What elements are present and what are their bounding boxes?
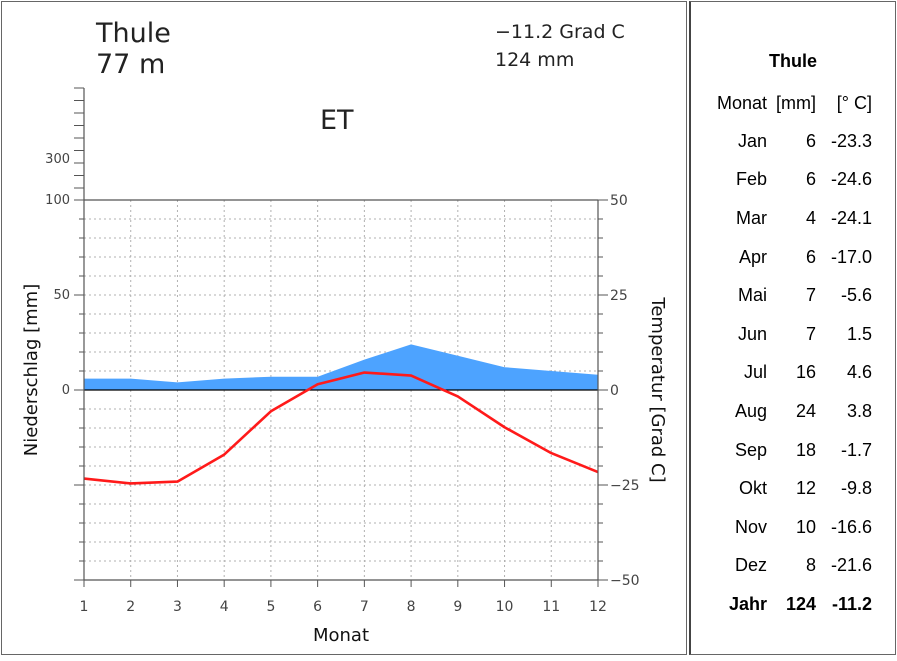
table-row: Jul 16 4.6 [705, 354, 872, 393]
cell-total-temp: -11.2 [831, 593, 872, 614]
table-row: Apr 6 -17.0 [705, 238, 872, 277]
header-month: Monat [716, 92, 767, 113]
x-tick-label: 7 [360, 599, 369, 615]
cell-temp: -24.6 [830, 169, 872, 190]
cell-month: Nov [734, 516, 767, 537]
cell-temp: -1.7 [840, 439, 872, 460]
cell-month: Okt [738, 478, 767, 499]
right-tick-label: −25 [610, 478, 640, 494]
cell-mm: 7 [805, 285, 816, 306]
cell-mm: 18 [795, 439, 816, 460]
cell-month: Aug [734, 400, 767, 421]
cell-temp: 3.8 [846, 400, 872, 421]
table-row: Mar 4 -24.1 [705, 199, 872, 238]
station-name: Thule [95, 18, 171, 49]
cell-mm: 24 [795, 400, 816, 421]
cell-month: Mar [736, 207, 767, 228]
left-tick-label: 100 [45, 193, 70, 208]
table-row: Jun 7 1.5 [705, 315, 872, 354]
left-tick-label: 0 [62, 383, 70, 398]
cell-month: Jan [737, 130, 767, 151]
cell-mm: 8 [805, 555, 816, 576]
cell-mm: 10 [795, 516, 816, 537]
x-tick-label: 4 [220, 599, 229, 615]
x-tick-label: 8 [407, 599, 416, 615]
x-tick-label: 11 [542, 599, 560, 615]
cell-temp: -21.6 [830, 555, 872, 576]
left-axis-title: Niederschlag [mm] [21, 284, 42, 456]
cell-mm: 16 [795, 362, 816, 383]
table-row: Jan 6 -23.3 [705, 122, 872, 161]
x-axis-title: Monat [313, 625, 369, 646]
header-temp: [° C] [836, 92, 872, 113]
x-tick-label: 10 [496, 599, 514, 615]
cell-month: Sep [734, 439, 767, 460]
x-tick-label: 1 [80, 599, 89, 615]
precipitation-area [84, 344, 598, 390]
cell-temp: -23.3 [830, 130, 872, 151]
cell-month: Jul [743, 362, 767, 383]
table-row: Aug 24 3.8 [705, 392, 872, 431]
table-row: Feb 6 -24.6 [705, 161, 872, 200]
right-tick-label: −50 [610, 573, 640, 589]
climate-class: ET [320, 105, 354, 136]
table-total-row: Jahr 124 -11.2 [705, 585, 872, 624]
right-tick-label: 0 [610, 383, 619, 399]
left-tick-label: 50 [53, 288, 70, 303]
climate-table-panel: Thule Monat [mm] [° C] Jan 6 -23.3 Feb 6 -24.… [689, 1, 896, 655]
cell-temp: 1.5 [846, 323, 872, 344]
climate-diagram-panel [1, 1, 687, 655]
cell-temp: -24.1 [830, 207, 872, 228]
cell-mm: 6 [805, 130, 816, 151]
cell-temp: -5.6 [840, 285, 872, 306]
right-tick-label: 50 [610, 193, 628, 209]
climate-table: Monat [mm] [° C] Jan 6 -23.3 Feb 6 -24.6 Mar 4-… [705, 84, 872, 624]
x-tick-label: 5 [266, 599, 275, 615]
cell-month: Apr [738, 246, 767, 267]
x-tick-label: 9 [453, 599, 462, 615]
table-row: Sep 18 -1.7 [705, 431, 872, 470]
table-row: Okt 12 -9.8 [705, 469, 872, 508]
table-row: Nov 10 -16.6 [705, 508, 872, 547]
x-tick-label: 2 [126, 599, 135, 615]
cell-month: Jun [737, 323, 767, 344]
x-tick-label: 6 [313, 599, 322, 615]
cell-total-label: Jahr [728, 593, 767, 614]
cell-temp: -17.0 [830, 246, 872, 267]
left-ticks [74, 87, 608, 587]
cell-temp: 4.6 [846, 362, 872, 383]
cell-month: Dez [734, 555, 767, 576]
table-row: Dez 8 -21.6 [705, 547, 872, 586]
table-header-row: Monat [mm] [° C] [705, 84, 872, 122]
cell-temp: -16.6 [830, 516, 872, 537]
cell-mm: 7 [805, 323, 816, 344]
cell-month: Feb [735, 169, 767, 190]
station-elevation: 77 m [96, 49, 165, 80]
x-tick-label: 3 [173, 599, 182, 615]
left-tick-label: 300 [45, 152, 70, 167]
table-row: Mai 7 -5.6 [705, 276, 872, 315]
x-tick-label: 12 [589, 599, 607, 615]
annual-temperature: −11.2 Grad C [495, 21, 625, 43]
annual-precipitation: 124 mm [495, 49, 574, 71]
temperature-line [83, 371, 599, 485]
cell-mm: 12 [795, 478, 816, 499]
cell-temp: -9.8 [840, 478, 872, 499]
table-title: Thule [769, 51, 817, 71]
cell-mm: 6 [805, 169, 816, 190]
cell-total-mm: 124 [785, 593, 816, 614]
cell-mm: 6 [805, 246, 816, 267]
cell-mm: 4 [805, 207, 816, 228]
right-tick-label: 25 [610, 288, 628, 304]
header-mm: [mm] [776, 92, 816, 113]
cell-month: Mai [737, 285, 767, 306]
right-axis-title: Temperatur [Grad C] [647, 296, 668, 482]
